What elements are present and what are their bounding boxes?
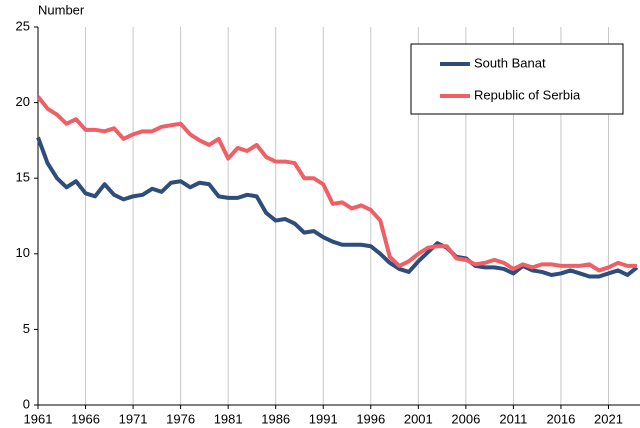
x-tick-label: 1966 xyxy=(71,411,100,426)
legend-label: South Banat xyxy=(474,55,546,70)
x-tick-label: 2021 xyxy=(594,411,623,426)
x-tick-label: 1981 xyxy=(214,411,243,426)
y-tick-label: 5 xyxy=(23,321,30,336)
y-axis-label: Number xyxy=(38,2,85,17)
x-tick-label: 1986 xyxy=(261,411,290,426)
series-line xyxy=(36,136,639,279)
x-tick-label: 1991 xyxy=(309,411,338,426)
legend-label: Republic of Serbia xyxy=(474,87,581,102)
y-tick-label: 25 xyxy=(16,18,30,33)
x-tick-label: 2001 xyxy=(404,411,433,426)
x-tick-label: 2016 xyxy=(546,411,575,426)
y-tick-label: 20 xyxy=(16,94,30,109)
y-tick-label: 15 xyxy=(16,170,30,185)
x-tick-label: 1976 xyxy=(166,411,195,426)
series-line xyxy=(36,95,637,273)
x-tick-label: 2011 xyxy=(499,411,527,426)
x-tick-label: 1971 xyxy=(119,411,148,426)
legend-box xyxy=(410,43,624,115)
x-tick-label: 1996 xyxy=(356,411,385,426)
y-tick-label: 10 xyxy=(16,245,30,260)
x-tick-label: 1961 xyxy=(24,411,53,426)
y-tick-label: 0 xyxy=(23,396,30,411)
x-tick-label: 2006 xyxy=(451,411,480,426)
